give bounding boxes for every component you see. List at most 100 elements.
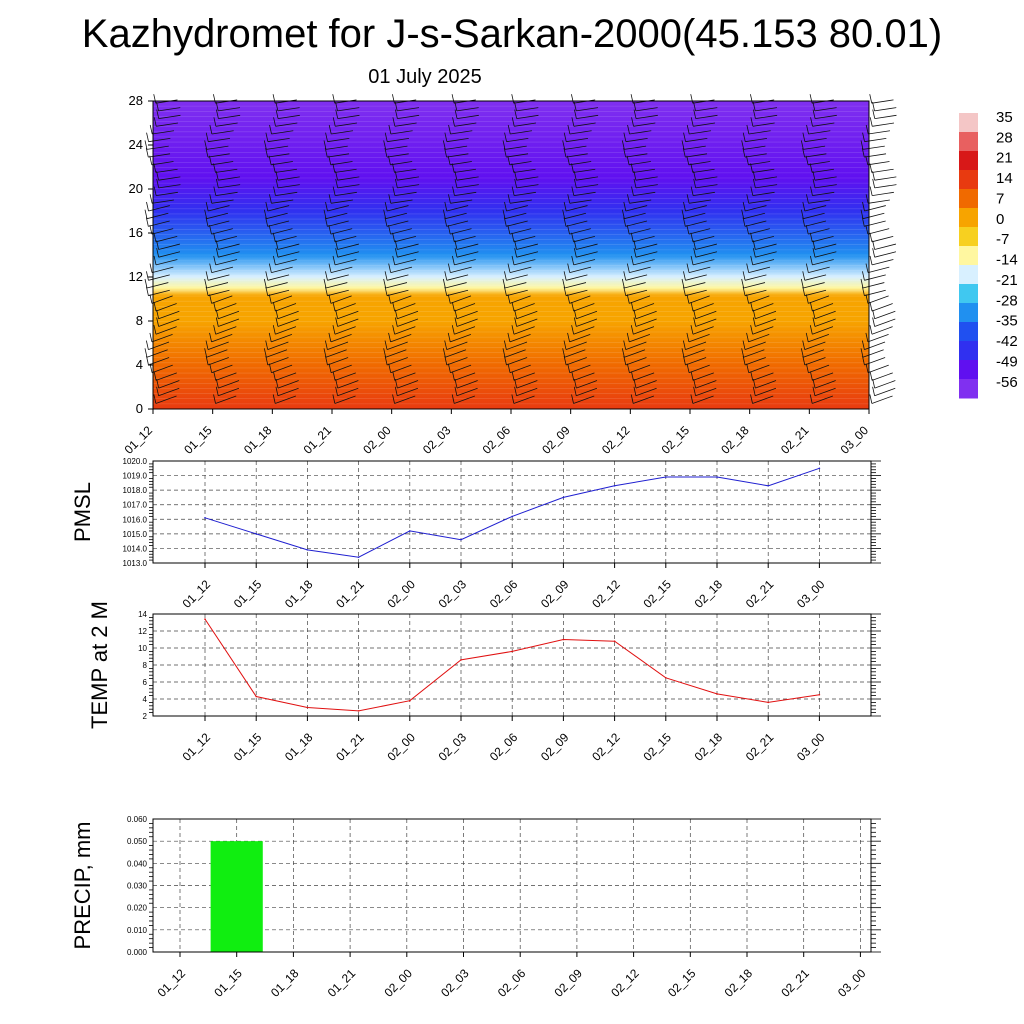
colorbar-segment bbox=[959, 151, 978, 171]
wind-barb-shaft bbox=[695, 176, 718, 181]
wind-barb-flag bbox=[750, 255, 754, 265]
wind-barb bbox=[392, 232, 417, 243]
wind-barb bbox=[153, 94, 178, 104]
wind-barb-flag bbox=[394, 178, 398, 188]
wind-barb-flag bbox=[631, 117, 634, 127]
wind-barb-flag bbox=[273, 117, 276, 127]
wind-barb bbox=[153, 394, 177, 404]
wind-barb-flag bbox=[681, 348, 685, 358]
wind-barb bbox=[750, 371, 774, 381]
wind-barb-shaft bbox=[215, 372, 237, 381]
wind-barb-flag bbox=[205, 340, 209, 350]
colorbar-label: 28 bbox=[996, 129, 1013, 146]
wind-barb-flag bbox=[690, 117, 694, 127]
pmsl-data-point bbox=[716, 476, 718, 478]
wind-barb bbox=[447, 263, 472, 273]
wind-barb-shaft bbox=[215, 259, 238, 266]
wind-barb-flag bbox=[263, 140, 267, 150]
temp-2m-data-point bbox=[460, 659, 462, 661]
temp-2m-ylabel: TEMP at 2 M bbox=[87, 601, 112, 729]
wind-barb-flag bbox=[395, 109, 398, 119]
wind-barb-flag bbox=[623, 148, 626, 158]
wind-barb bbox=[872, 178, 897, 189]
section-xtick-label: 01_15 bbox=[181, 423, 215, 457]
wind-barb bbox=[573, 317, 598, 327]
wind-barb-shaft bbox=[625, 341, 647, 350]
wind-barb bbox=[563, 355, 587, 366]
wind-barb-flag bbox=[156, 240, 159, 250]
wind-barb-flag bbox=[860, 348, 864, 358]
wind-barb bbox=[444, 271, 469, 281]
colorbar-segment bbox=[959, 113, 978, 133]
wind-barb bbox=[384, 217, 409, 227]
wind-barb-shaft bbox=[872, 191, 894, 196]
wind-barb bbox=[383, 348, 407, 358]
wind-barb-flag bbox=[392, 325, 396, 335]
wind-barb bbox=[682, 148, 708, 158]
wind-barb bbox=[571, 371, 595, 381]
wind-barb-shaft bbox=[516, 114, 539, 119]
wind-barb bbox=[571, 117, 596, 127]
wind-barb-flag bbox=[388, 124, 392, 135]
wind-barb-shaft bbox=[745, 138, 768, 143]
wind-barb bbox=[750, 117, 775, 127]
wind-barb-flag bbox=[690, 232, 694, 242]
panel-xtick-label: 02_06 bbox=[487, 730, 521, 764]
panel-xtick-label: 03_00 bbox=[835, 966, 869, 1000]
wind-barb-shaft bbox=[808, 199, 831, 204]
wind-barb-shaft bbox=[335, 191, 357, 196]
colorbar-segment bbox=[959, 379, 978, 399]
wind-barb-shaft bbox=[635, 387, 657, 397]
wind-barb bbox=[862, 271, 886, 281]
wind-barb-shaft bbox=[327, 357, 349, 366]
wind-barb bbox=[810, 186, 835, 196]
wind-barb bbox=[325, 271, 349, 281]
wind-barb bbox=[388, 294, 412, 304]
wind-barb-flag bbox=[812, 309, 816, 319]
wind-barb bbox=[394, 248, 419, 258]
wind-barb bbox=[571, 394, 595, 404]
wind-barb-flag bbox=[693, 109, 697, 119]
wind-barb-shaft bbox=[743, 145, 766, 150]
wind-barb-shaft bbox=[506, 153, 529, 158]
wind-barb-shaft bbox=[871, 326, 893, 335]
wind-barb-shaft bbox=[755, 176, 778, 181]
wind-barb bbox=[746, 263, 771, 273]
wind-barb-shaft bbox=[337, 380, 359, 389]
wind-barb-flag bbox=[383, 278, 387, 289]
wind-barb bbox=[571, 232, 596, 243]
wind-barb-shaft bbox=[874, 387, 896, 397]
colorbar-label: 0 bbox=[996, 211, 1004, 228]
wind-barb-flag bbox=[149, 124, 153, 135]
wind-barb-shaft bbox=[743, 349, 765, 358]
wind-barb bbox=[444, 148, 469, 158]
wind-barb-shaft bbox=[148, 220, 170, 227]
wind-barb-flag bbox=[451, 163, 455, 173]
wind-barb-shaft bbox=[387, 138, 410, 143]
wind-barb-flag bbox=[865, 124, 869, 135]
wind-barb bbox=[265, 271, 290, 281]
wind-barb bbox=[149, 155, 174, 166]
wind-barb-flag bbox=[806, 194, 809, 204]
wind-barb-shaft bbox=[812, 303, 834, 312]
wind-barb-flag bbox=[511, 394, 515, 404]
wind-barb bbox=[213, 302, 237, 312]
wind-barb-shaft bbox=[629, 130, 652, 135]
wind-barb-shaft bbox=[450, 364, 472, 374]
panel-ytick-label: 10 bbox=[138, 644, 147, 653]
wind-barb-shaft bbox=[456, 251, 479, 258]
wind-barb bbox=[812, 248, 837, 258]
section-xtick-label: 01_21 bbox=[301, 423, 335, 457]
wind-barb bbox=[209, 294, 233, 304]
wind-barb-shaft bbox=[748, 295, 770, 304]
wind-barb-flag bbox=[865, 225, 869, 235]
wind-barb bbox=[328, 363, 352, 374]
wind-barb-shaft bbox=[633, 326, 655, 335]
wind-barb-shaft bbox=[683, 212, 706, 220]
wind-barb-flag bbox=[209, 263, 213, 273]
wind-barb-flag bbox=[392, 94, 395, 104]
wind-barb-flag bbox=[812, 109, 816, 119]
wind-barb bbox=[394, 317, 419, 327]
wind-barb-flag bbox=[511, 94, 515, 104]
